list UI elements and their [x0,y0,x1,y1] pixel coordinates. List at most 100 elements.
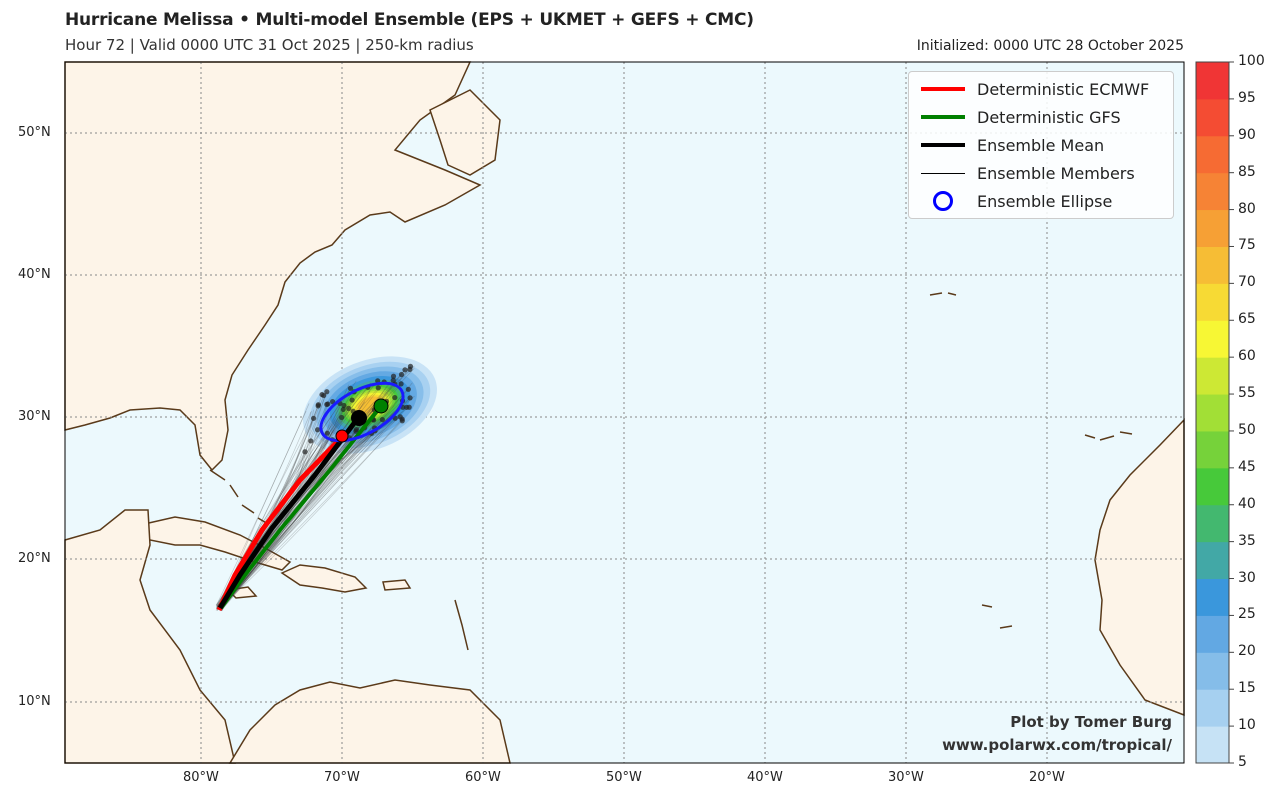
colorbar-tick-label: 40 [1238,495,1256,512]
legend: Deterministic ECMWF Deterministic GFS En… [908,71,1174,219]
lat-label: 20°N [18,551,51,566]
initialized-time: Initialized: 0000 UTC 28 October 2025 [916,38,1184,54]
colorbar-tick-label: 90 [1238,126,1256,143]
member-position [402,367,408,373]
member-position [302,449,308,455]
ensemble-mean-position [351,410,367,426]
member-position [390,377,396,383]
chart-title: Hurricane Melissa • Multi-model Ensemble… [65,10,754,30]
member-track [219,415,333,610]
member-position [319,391,325,398]
member-position [397,414,403,420]
lat-label: 40°N [18,267,51,282]
colorbar-bin [1196,172,1229,211]
member-position [392,394,398,401]
colorbar-bin [1196,357,1229,395]
colorbar-bin [1196,135,1229,174]
colorbar-bin [1196,689,1229,727]
member-track [219,417,396,607]
colorbar-tick-label: 80 [1238,200,1256,217]
lat-label: 30°N [18,409,51,424]
member-track [216,403,310,606]
legend-item-mean: Ensemble Mean [909,131,1104,159]
member-track [220,433,373,609]
colorbar-bin [1196,541,1229,580]
colorbar-tick-label: 10 [1238,717,1256,734]
north-america [64,61,482,472]
hispaniola [280,564,368,593]
colorbar-bin [1196,209,1229,247]
gfs-track [219,404,383,610]
colorbar-tick-label: 100 [1238,53,1265,69]
lat-label: 50°N [18,125,51,140]
ecmwf-position [335,429,349,443]
black-line-icon [921,143,965,147]
member-position [353,428,359,434]
legend-label: Ensemble Ellipse [977,191,1113,211]
colorbar-bin [1196,320,1229,358]
member-position [341,402,347,409]
colorbar-tick-label: 95 [1238,89,1256,106]
member-track [221,407,407,611]
member-track [220,412,379,612]
legend-item-gfs: Deterministic GFS [909,103,1121,131]
colorbar-tick-label: 65 [1238,311,1256,328]
colorbar-tick-label: 35 [1238,532,1256,549]
colorbar-bin [1196,430,1229,469]
member-track [221,419,374,607]
lon-label: 70°W [324,770,360,785]
south-america [228,679,511,764]
green-line-icon [921,115,965,119]
member-position [379,416,385,423]
member-position [347,385,354,391]
member-position [315,403,321,409]
thin-line-icon [921,172,965,174]
member-position [340,406,346,413]
colorbar-bin [1196,578,1229,616]
member-track [220,420,403,607]
member-position [398,371,405,378]
legend-item-members: Ensemble Members [909,159,1135,187]
member-position [324,430,330,436]
member-position [407,366,413,372]
colorbar-tick-label: 55 [1238,385,1256,402]
colorbar-tick-label: 85 [1238,163,1256,180]
colorbar-bin [1196,394,1229,432]
legend-label: Ensemble Mean [977,135,1105,155]
member-position [308,438,314,444]
colorbar-tick-label: 15 [1238,680,1256,697]
circle-icon [933,191,953,211]
lon-label: 80°W [183,770,219,785]
member-position [349,397,355,403]
ecmwf-track [216,435,344,612]
ensemble-member-positions [302,363,414,455]
lon-label: 60°W [465,770,501,785]
colorbar-tick-label: 45 [1238,458,1256,475]
colorbar-bin [1196,504,1229,543]
colorbar-bin [1196,283,1229,321]
land-masses [64,61,1185,764]
member-position [406,404,412,410]
member-position [398,381,404,387]
colorbar-tick-label: 30 [1238,569,1256,586]
colorbar-tick-label: 20 [1238,643,1256,660]
member-position [338,414,345,421]
member-position [324,401,330,408]
legend-label: Ensemble Members [977,163,1135,183]
member-position [310,415,317,421]
member-position [407,395,413,401]
ensemble-mean-track [217,416,360,610]
legend-item-ellipse: Ensemble Ellipse [909,187,1112,215]
colorbar-bin [1196,615,1229,653]
map-frame [64,61,1185,764]
legend-item-ecmwf: Deterministic ECMWF [909,75,1149,103]
colorbar-tick-label: 25 [1238,606,1256,623]
lat-label: 10°N [18,694,51,709]
member-track [220,418,403,608]
lon-label: 20°W [1029,770,1065,785]
member-position [330,399,336,405]
member-position [314,427,321,433]
lon-label: 50°W [606,770,642,785]
legend-label: Deterministic GFS [977,107,1121,127]
credit-url[interactable]: www.polarwx.com/tropical/ [942,736,1172,754]
